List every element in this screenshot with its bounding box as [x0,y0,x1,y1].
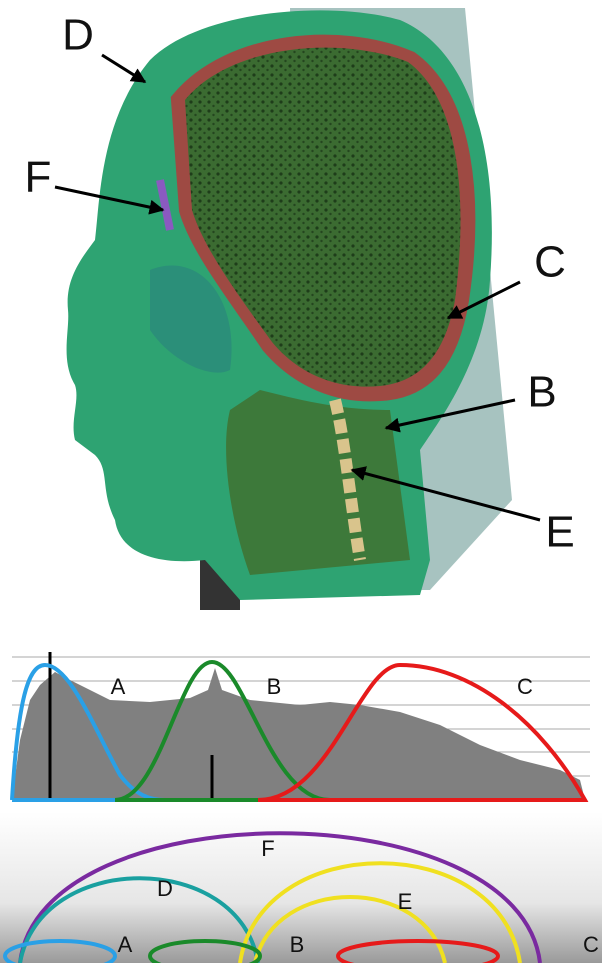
label: C [583,932,599,957]
histogram: A B C [12,652,590,800]
label: E [545,508,574,557]
label: E [398,889,413,914]
arc-histogram: F D E A B C [0,812,602,963]
label: B [267,674,282,699]
label: D [62,11,94,60]
label: F [261,836,274,861]
label: B [290,932,305,957]
label: C [534,238,566,287]
head-rendering [67,8,512,610]
arrow [102,55,145,82]
label: A [118,932,133,957]
neck [226,390,410,575]
label: A [111,674,126,699]
label: F [25,153,52,202]
label: D [157,876,173,901]
label: C [517,674,533,699]
figure: D F C B E A B C F D E A B C [0,0,602,963]
label: B [527,368,556,417]
